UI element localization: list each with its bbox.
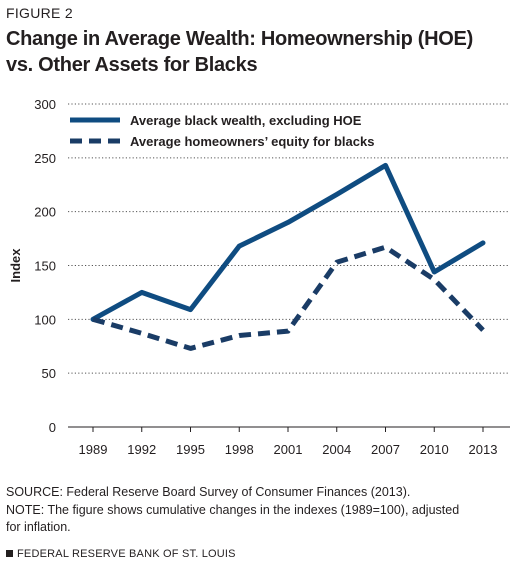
note-line-1: NOTE: The figure shows cumulative change… (6, 502, 460, 517)
y-tick-label-200: 200 (34, 205, 56, 220)
chart-notes: SOURCE: Federal Reserve Board Survey of … (6, 484, 506, 537)
footer: FEDERAL RESERVE BANK OF ST. LOUIS (6, 548, 236, 560)
x-tick-label-2001: 2001 (274, 442, 303, 457)
series-line-1 (90, 162, 486, 322)
legend-label-2: Average homeowners’ equity for blacks (130, 134, 374, 149)
series-line-2 (92, 244, 485, 351)
chart-title-line-2: vs. Other Assets for Blacks (6, 54, 258, 76)
x-tick-label-1998: 1998 (225, 442, 254, 457)
x-tick-label-2007: 2007 (371, 442, 400, 457)
x-tick-label-2004: 2004 (322, 442, 351, 457)
note-line-2: for inflation. (6, 520, 71, 534)
chart-title-line-1: Change in Average Wealth: Homeownership … (6, 28, 473, 50)
x-tick-label-1995: 1995 (176, 442, 205, 457)
x-tick-label-1989: 1989 (79, 442, 108, 457)
figure-label: FIGURE 2 (6, 5, 73, 21)
y-tick-label-150: 150 (34, 259, 56, 274)
y-tick-label-100: 100 (34, 312, 56, 327)
x-tick-label-1992: 1992 (127, 442, 156, 457)
y-tick-label-250: 250 (34, 151, 56, 166)
y-tick-label-0: 0 (49, 420, 56, 435)
line-chart: 0 50 100 150 200 250 300 1989 1992 1995 1998 2001 20… (8, 97, 510, 457)
footer-text: FEDERAL RESERVE BANK OF ST. LOUIS (17, 548, 236, 560)
x-tick-label-2010: 2010 (420, 442, 449, 457)
x-tick-label-2013: 2013 (469, 442, 498, 457)
square-bullet-icon (6, 550, 13, 557)
source-note: SOURCE: Federal Reserve Board Survey of … (6, 485, 411, 499)
legend-label-1: Average black wealth, excluding HOE (130, 113, 362, 128)
y-tick-label-50: 50 (42, 366, 56, 381)
chart-title: Change in Average Wealth: Homeownership … (6, 26, 506, 78)
y-tick-label-300: 300 (34, 97, 56, 112)
y-axis-label: Index (8, 248, 23, 283)
